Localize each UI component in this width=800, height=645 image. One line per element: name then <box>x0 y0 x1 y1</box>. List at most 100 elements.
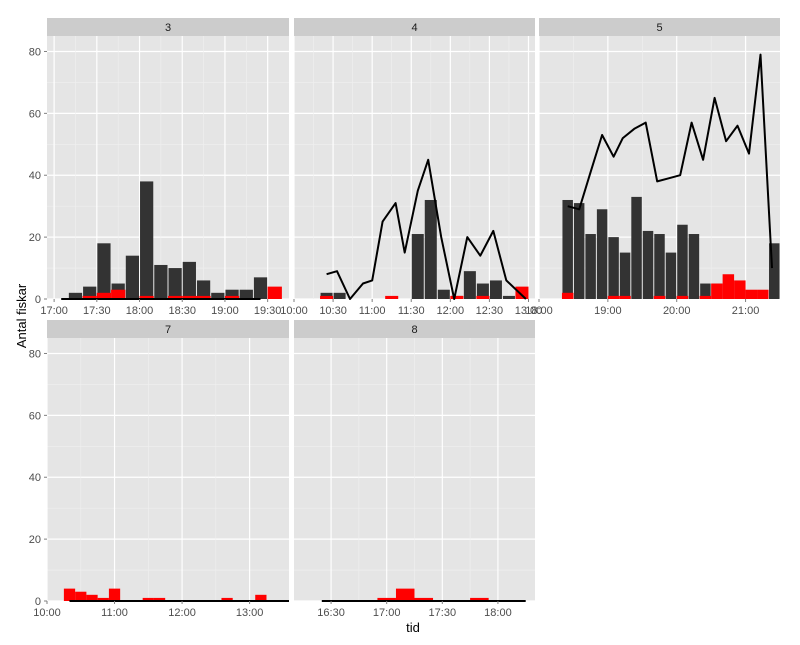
x-tick-label: 13:00 <box>236 607 264 619</box>
dark-bar <box>333 292 346 299</box>
y-tick-label: 20 <box>29 232 41 244</box>
y-axis-title: Antal fiskar <box>14 283 29 348</box>
dark-bar <box>502 295 515 299</box>
dark-bar <box>654 234 665 299</box>
dark-bar <box>688 234 700 299</box>
panel-3: 3 17:00 17:30 18:00 18:30 19:00 19:30 0 20 40 60 80 <box>29 18 289 317</box>
y-tick-label: 0 <box>35 294 41 306</box>
dark-bar <box>196 280 211 299</box>
y-tick-label: 80 <box>29 348 41 360</box>
red-bar <box>86 594 98 601</box>
x-axis-title: tid <box>406 620 420 635</box>
x-tick-label: 17:30 <box>429 607 457 619</box>
red-bar <box>699 295 712 299</box>
red-bar <box>745 289 758 299</box>
red-bar <box>267 286 282 299</box>
dark-bar <box>424 199 437 299</box>
x-tick-label: 20:00 <box>663 305 691 317</box>
red-bar <box>75 591 87 601</box>
dark-bar <box>239 289 253 299</box>
dark-bar <box>573 203 585 299</box>
x-tick-label: 12:30 <box>476 305 504 317</box>
dark-bar <box>562 199 573 299</box>
red-bar <box>653 295 666 299</box>
x-tick-label: 10:00 <box>280 305 308 317</box>
red-bar <box>561 292 574 299</box>
y-tick-label: 60 <box>29 108 41 120</box>
panels-layer: 317:00 17:30 18:00 18:30 19:00 19:30020406080… <box>29 18 780 619</box>
panel-strip <box>294 18 535 36</box>
x-tick-label: 17:00 <box>40 305 68 317</box>
red-bar <box>757 289 769 299</box>
x-tick-label: 19:00 <box>211 305 239 317</box>
x-tick-label: 12:00 <box>437 305 465 317</box>
dark-bar <box>463 271 476 299</box>
y-tick-label: 80 <box>29 46 41 58</box>
dark-bar <box>97 243 111 299</box>
red-bar <box>470 597 489 601</box>
x-tick-label: 12:00 <box>168 607 196 619</box>
count-line <box>567 53 773 269</box>
red-bar <box>63 588 76 601</box>
x-tick-label: 11:00 <box>359 305 386 317</box>
x-tick-label: 21:00 <box>732 305 760 317</box>
x-tick-label: 13:00 <box>515 305 543 317</box>
y-tick-label: 40 <box>29 472 41 484</box>
x-tick-label: 19:00 <box>594 305 622 317</box>
panel-background <box>47 36 289 299</box>
x-tick-label: 17:00 <box>373 607 401 619</box>
panel-strip-label: 7 <box>165 324 171 336</box>
dark-bar <box>68 292 83 299</box>
dark-bar <box>411 234 424 299</box>
red-bar <box>722 274 735 299</box>
y-tick-label: 0 <box>35 596 41 608</box>
dark-bar <box>140 181 154 299</box>
x-tick-label: 11:00 <box>101 607 128 619</box>
red-bar <box>711 283 723 299</box>
red-bar <box>607 295 620 299</box>
dark-bar <box>642 230 654 299</box>
dark-bar <box>211 292 225 299</box>
panel-strip <box>294 320 535 338</box>
red-bar <box>96 292 112 299</box>
red-bar <box>168 295 183 299</box>
x-tick-label: 18:00 <box>484 607 512 619</box>
panel-strip-label: 4 <box>411 22 417 34</box>
dark-bar <box>700 283 711 299</box>
red-bar <box>196 295 211 299</box>
dark-bar <box>476 283 489 299</box>
x-tick-label: 18:00 <box>126 305 154 317</box>
dark-bar <box>253 277 268 299</box>
dark-bar <box>608 237 619 299</box>
dark-bar <box>489 280 502 299</box>
red-bar <box>108 588 121 601</box>
red-bar <box>97 597 109 601</box>
y-tick-label: 40 <box>29 170 41 182</box>
dark-bar <box>631 196 642 299</box>
dark-bar <box>769 243 780 299</box>
dark-bar <box>125 255 140 299</box>
x-tick-label: 17:30 <box>83 305 111 317</box>
dark-bar <box>437 289 450 299</box>
x-tick-label: 10:00 <box>33 607 61 619</box>
x-tick-label: 18:00 <box>525 305 553 317</box>
y-tick-label: 20 <box>29 534 41 546</box>
x-tick-label: 11:30 <box>398 305 425 317</box>
panel-background <box>47 338 289 601</box>
panel-8: 8 16:30 17:00 17:30 18:00 <box>294 320 535 619</box>
red-bar <box>377 597 396 601</box>
dark-bar <box>182 261 196 299</box>
red-bar <box>515 286 529 299</box>
red-bar <box>320 295 334 299</box>
dark-bar <box>168 268 182 299</box>
panel-strip-label: 3 <box>165 22 171 34</box>
red-bar <box>255 594 267 601</box>
dark-bar <box>225 289 239 299</box>
panel-strip <box>47 320 289 338</box>
red-bar <box>221 597 233 601</box>
red-bar <box>182 295 197 299</box>
red-bar <box>414 597 434 601</box>
panel-strip <box>539 18 780 36</box>
panel-strip-label: 8 <box>411 324 417 336</box>
